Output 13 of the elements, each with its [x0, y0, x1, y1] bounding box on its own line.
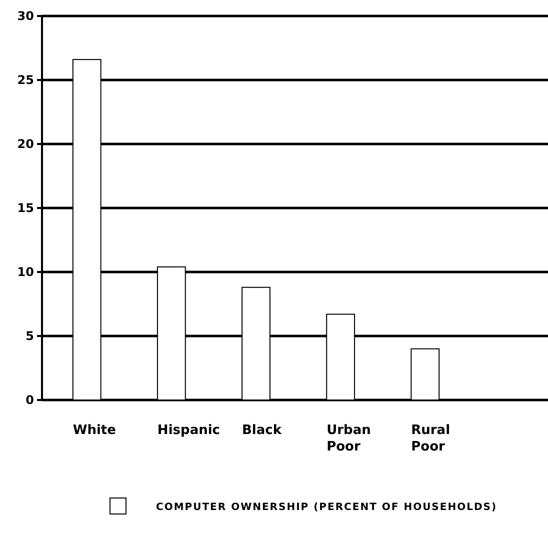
y-tick-label: 15: [17, 200, 34, 215]
y-tick-label: 0: [26, 392, 34, 407]
x-tick-label: White: [72, 423, 116, 438]
x-tick-label: Black: [242, 423, 282, 438]
x-tick-label: Hispanic: [157, 423, 220, 438]
y-tick-label: 25: [17, 72, 34, 87]
x-tick-label: Urban Poor: [326, 423, 371, 454]
y-tick-label: 10: [17, 264, 34, 279]
y-tick-label: 20: [17, 136, 34, 151]
y-tick-label: 5: [26, 328, 34, 343]
y-tick-label: 30: [17, 8, 34, 23]
x-tick-label: Rural Poor: [411, 423, 450, 454]
text: COMPUTER OWNERSHIP (PERCENT OF HOUSEHOLDS): [156, 502, 498, 513]
